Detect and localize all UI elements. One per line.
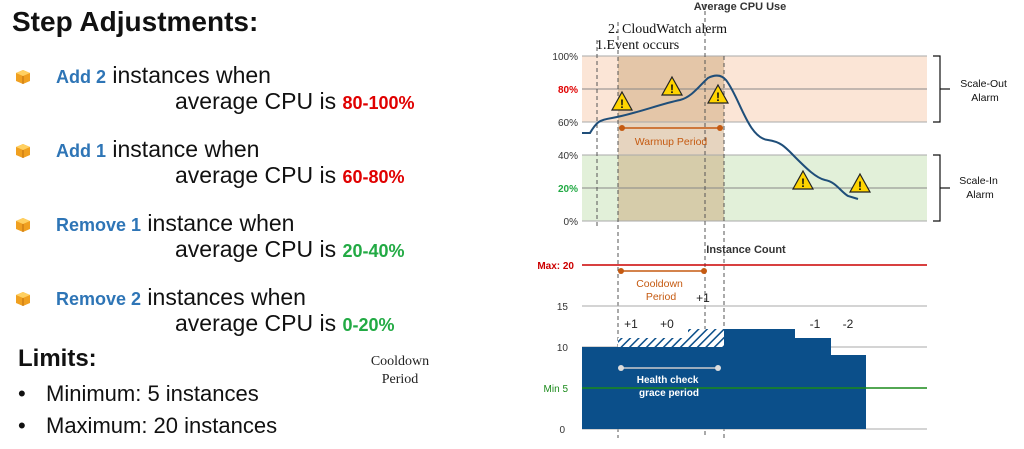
health-check-label: Health check grace period	[637, 375, 701, 399]
rule-range: 60-80%	[342, 167, 405, 187]
y-label-max: Max: 20	[537, 261, 574, 272]
svg-text:!: !	[801, 176, 805, 190]
rule-text: instance when	[106, 136, 260, 162]
rule-prefix: average CPU is	[175, 236, 343, 262]
warning-icon: !	[660, 75, 684, 96]
svg-text:!: !	[620, 97, 624, 111]
svg-text:!: !	[716, 90, 720, 104]
rule-condition: average CPU is 80-100%	[175, 88, 415, 115]
cpu-chart-title: Average CPU Use	[694, 1, 787, 13]
event-occurs-label: 1.Event occurs	[596, 38, 679, 53]
step-label-minus1: -1	[810, 317, 821, 331]
rule-line: Add 2 instances when	[56, 62, 271, 89]
y-tick-0: 0%	[564, 217, 579, 228]
rule-range: 0-20%	[342, 315, 395, 335]
y-tick-60: 60%	[558, 118, 578, 129]
step-label-plus1: +1	[696, 291, 710, 305]
rule-line: Remove 1 instance when	[56, 210, 294, 237]
page-title: Step Adjustments:	[12, 6, 259, 37]
note-text: Cooldown Period	[370, 354, 430, 387]
scale-out-alarm-label: Scale-Out Alarm	[960, 78, 1010, 104]
rule-prefix: average CPU is	[175, 310, 343, 336]
box-icon	[16, 144, 30, 158]
box-icon	[16, 218, 30, 232]
step-label-plus1: +1	[624, 317, 638, 331]
cpu-gridlines	[582, 55, 927, 222]
y-label-15: 15	[557, 302, 569, 313]
limit-minimum: • Minimum: 5 instances	[18, 381, 259, 407]
cpu-usage-line	[582, 74, 859, 200]
svg-text:!: !	[858, 179, 862, 193]
pending-instance-hatch	[688, 329, 724, 347]
rule-condition: average CPU is 20-40%	[175, 236, 405, 263]
cooldown-line-1: Cooldown	[636, 278, 683, 290]
bullet-dot: •	[18, 381, 26, 406]
scale-out-line-2: Alarm	[971, 92, 999, 104]
instance-count-bars	[582, 329, 866, 429]
y-label-0: 0	[559, 425, 565, 436]
rule-line: Add 1 instance when	[56, 136, 259, 163]
rule-prefix: average CPU is	[175, 88, 343, 114]
cooldown-line-2: Period	[646, 291, 677, 303]
rule-action: Add 1	[56, 141, 107, 161]
y-tick-40: 40%	[558, 151, 578, 162]
scale-out-bracket	[933, 55, 950, 123]
scale-in-alarm-label: Scale-In Alarm	[959, 175, 1000, 201]
scale-out-line-1: Scale-Out	[960, 78, 1007, 90]
rule-text: instances when	[141, 284, 306, 310]
rule-line: Remove 2 instances when	[56, 284, 306, 311]
svg-text:!: !	[670, 82, 674, 96]
cloudwatch-alarm-label: 2. CloudWatch alerm	[608, 22, 727, 37]
health-check-marker	[618, 365, 721, 371]
bullet-dot: •	[18, 413, 26, 438]
limit-text: Maximum: 20 instances	[46, 413, 278, 438]
limit-maximum: • Maximum: 20 instances	[18, 413, 277, 439]
rule-condition: average CPU is 0-20%	[175, 310, 395, 337]
y-tick-20: 20%	[558, 184, 578, 195]
warning-icon: !	[706, 83, 730, 104]
box-icon	[16, 292, 30, 306]
rule-range: 20-40%	[342, 241, 405, 261]
y-tick-80: 80%	[558, 85, 578, 96]
warning-icon: !	[848, 172, 872, 193]
rule-text: instance when	[141, 210, 295, 236]
box-icon	[16, 70, 30, 84]
scale-in-bracket	[933, 154, 950, 222]
health-line-2: grace period	[639, 388, 699, 399]
cooldown-period-label: Cooldown Period	[636, 278, 686, 303]
rule-action: Remove 2	[56, 289, 142, 309]
pending-instance-hatch	[618, 338, 688, 347]
y-tick-100: 100%	[552, 52, 578, 63]
health-line-1: Health check	[637, 375, 699, 386]
rule-condition: average CPU is 60-80%	[175, 162, 405, 189]
cooldown-period-note: Cooldown Period	[360, 353, 440, 389]
rule-action: Add 2	[56, 67, 107, 87]
y-label-min: Min 5	[544, 384, 569, 395]
scale-in-line-1: Scale-In	[959, 175, 998, 187]
y-label-10: 10	[557, 343, 569, 354]
warning-icon: !	[791, 169, 815, 190]
warning-icon: !	[610, 90, 634, 111]
rule-action: Remove 1	[56, 215, 142, 235]
cooldown-period-marker	[618, 268, 707, 274]
rule-prefix: average CPU is	[175, 162, 343, 188]
rule-text: instances when	[106, 62, 271, 88]
limit-text: Minimum: 5 instances	[46, 381, 259, 406]
warmup-period-label: Warmup Period	[635, 136, 708, 148]
step-label-minus2: -2	[843, 317, 854, 331]
step-label-plus0: +0	[660, 317, 674, 331]
instance-chart-title: Instance Count	[706, 244, 786, 256]
scale-in-line-2: Alarm	[966, 189, 994, 201]
rule-range: 80-100%	[342, 93, 415, 113]
warmup-period-marker	[619, 125, 723, 131]
limits-title: Limits:	[18, 345, 97, 372]
